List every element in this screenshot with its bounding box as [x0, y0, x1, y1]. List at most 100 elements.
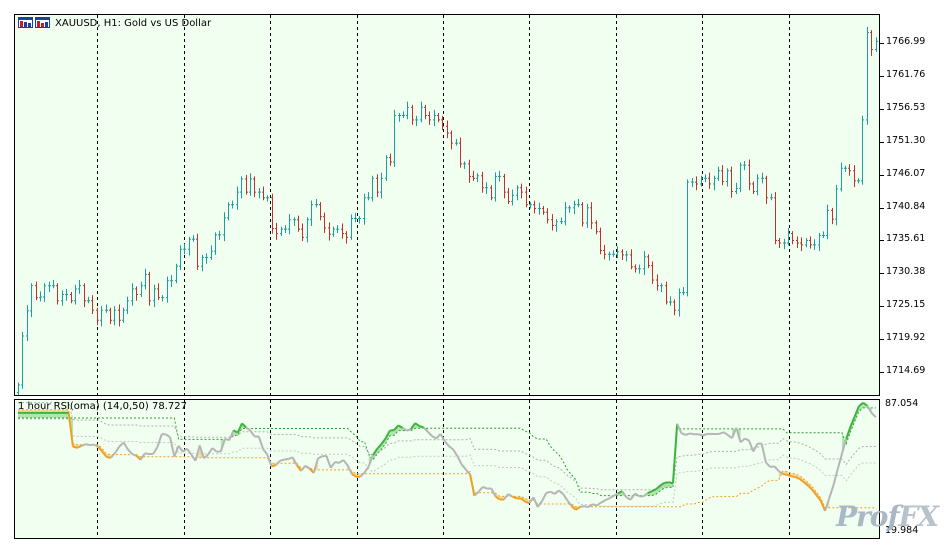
candle: [157, 283, 160, 301]
candle: [52, 280, 55, 289]
rsi-overbought-fill: [660, 482, 665, 491]
candle: [599, 227, 602, 255]
candle: [691, 177, 694, 188]
candle: [126, 296, 129, 314]
candle: [459, 137, 462, 168]
candle: [621, 249, 624, 260]
candle: [494, 172, 497, 202]
rsi-segment: [203, 453, 209, 460]
price-axis-tick: [880, 142, 884, 143]
rsi-segment: [803, 481, 809, 487]
candle: [293, 217, 296, 227]
rsi-segment: [312, 458, 319, 474]
rsi-segment: [676, 423, 683, 434]
candle: [516, 185, 519, 201]
rsi-segment: [67, 412, 74, 447]
symbol-title: XAUUSD, H1: Gold vs US Dollar: [55, 18, 212, 29]
candle: [428, 111, 431, 125]
candle: [564, 202, 567, 226]
candle: [713, 175, 716, 191]
candle: [332, 226, 335, 237]
rsi-segment: [536, 500, 543, 508]
candle: [43, 283, 46, 303]
rsi-overbought-fill: [64, 412, 69, 419]
candle: [870, 30, 873, 56]
candle: [678, 288, 681, 317]
candle: [262, 186, 265, 201]
candle: [638, 264, 641, 274]
candle: [83, 283, 86, 308]
candle: [288, 214, 291, 235]
candle: [490, 185, 493, 201]
candle: [485, 182, 488, 195]
candle: [791, 231, 794, 245]
price-axis-label: 1761.76: [886, 69, 926, 80]
rsi-segment: [528, 496, 535, 504]
rsi-segment: [376, 443, 383, 450]
candle: [236, 186, 239, 210]
candle: [590, 202, 593, 230]
candle: [861, 115, 864, 185]
candle: [818, 232, 821, 252]
rsi-segment: [300, 465, 307, 472]
rsi-segment: [393, 424, 400, 431]
candle: [398, 112, 401, 122]
candle: [468, 159, 471, 183]
rsi-segment: [211, 447, 218, 453]
rsi-lines: [18, 401, 877, 512]
rsi-overbought-fill: [56, 412, 61, 419]
rsi-mid-band: [18, 402, 876, 491]
rsi-segment: [444, 440, 450, 447]
rsi-segment: [647, 490, 653, 495]
rsi-segment: [384, 430, 391, 439]
price-axis-tick: [880, 273, 884, 274]
candle: [848, 164, 851, 176]
rsi-segment: [257, 436, 265, 450]
rsi-segment: [169, 437, 176, 457]
rsi-segment: [845, 426, 852, 440]
price-axis-label: 1735.61: [886, 233, 926, 244]
candle: [529, 202, 532, 209]
candle: [113, 306, 116, 326]
candle: [249, 173, 252, 196]
price-axis-label: 1719.92: [886, 332, 926, 343]
candle: [56, 283, 59, 305]
rsi-segment: [634, 492, 640, 498]
candle: [350, 214, 353, 240]
rsi-segment: [811, 489, 818, 496]
rsi-segment: [866, 405, 873, 414]
price-axis-tick: [880, 175, 884, 176]
candle: [48, 281, 51, 292]
rsi-overbought-fill: [18, 412, 23, 419]
candle: [78, 280, 81, 294]
rsi-segment: [342, 459, 349, 466]
candle: [210, 245, 213, 260]
candle: [275, 222, 278, 240]
rsi-segment: [338, 459, 344, 464]
rsi-segment: [832, 468, 839, 486]
rsi-segment: [664, 481, 669, 484]
candle: [577, 199, 580, 208]
candle: [573, 200, 576, 215]
candle: [144, 268, 147, 290]
rsi-segment: [156, 433, 163, 448]
rsi-overbought-fill: [60, 412, 65, 419]
rsi-segment: [422, 426, 429, 433]
rsi-segment: [541, 492, 548, 502]
period-separators: [97, 15, 790, 395]
rsi-segment: [655, 484, 661, 490]
candle: [813, 239, 816, 250]
candle: [826, 204, 829, 240]
rsi-segment: [744, 437, 750, 442]
rsi-segment: [777, 470, 784, 475]
candle: [284, 225, 287, 233]
price-axis-tick: [880, 306, 884, 307]
candle: [231, 200, 234, 209]
price-chart-pane[interactable]: XAUUSD, H1: Gold vs US Dollar: [14, 14, 880, 396]
rsi-segment: [249, 430, 256, 438]
rsi-overbought-fill: [39, 412, 44, 419]
indicator-pane[interactable]: 1 hour RSI(oma) (14,0,50) 78.727: [14, 399, 880, 539]
candle: [603, 244, 606, 260]
rsi-overbought-fill: [47, 412, 52, 419]
candle: [875, 37, 878, 53]
